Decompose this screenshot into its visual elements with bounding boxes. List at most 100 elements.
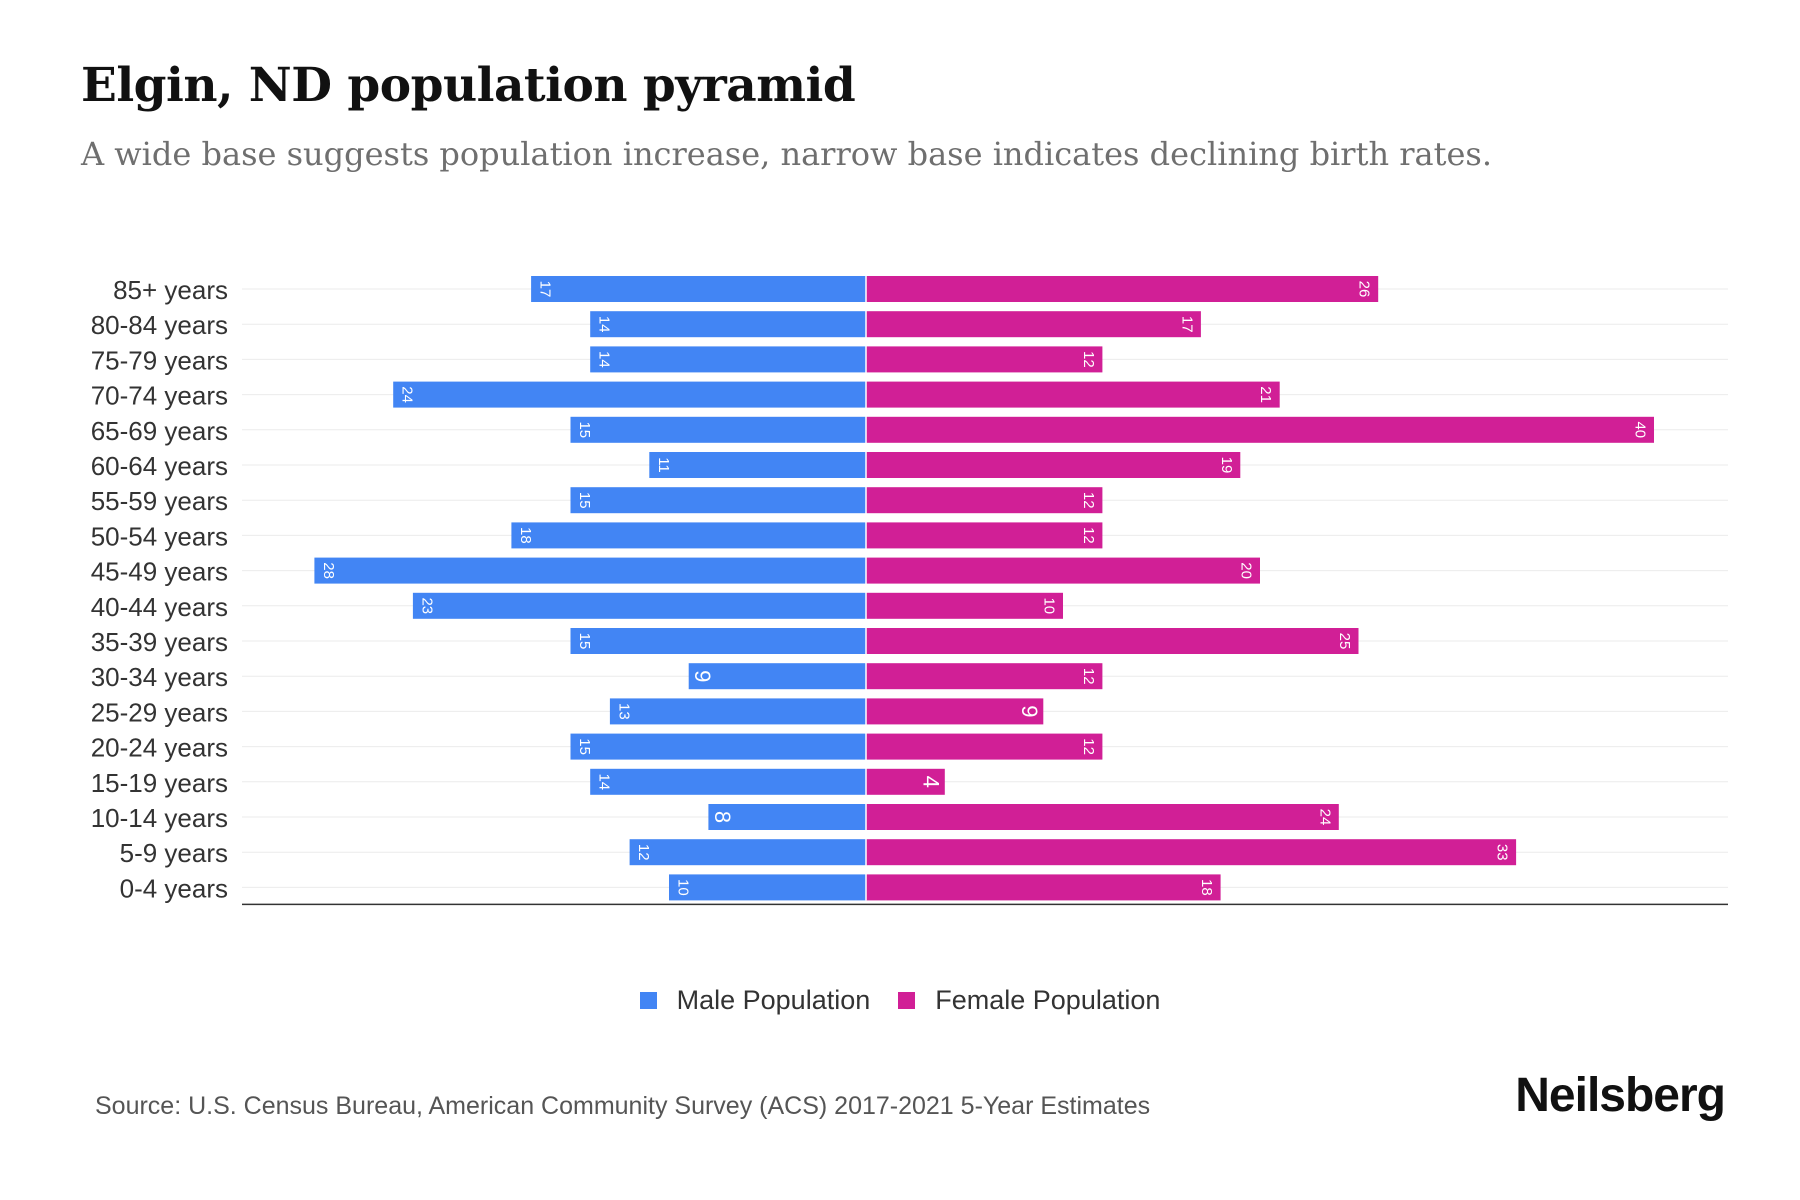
male-data-label: 18 xyxy=(517,527,534,544)
male-data-label: 24 xyxy=(399,386,416,403)
male-data-label: 23 xyxy=(418,597,435,614)
y-tick-label: 45-49 years xyxy=(91,557,228,587)
y-tick-label: 0-4 years xyxy=(120,873,228,903)
y-tick-label: 80-84 years xyxy=(91,310,228,340)
female-data-label: 20 xyxy=(1238,562,1255,579)
legend-label-male: Male Population xyxy=(676,985,871,1015)
female-data-label: 12 xyxy=(1080,351,1097,368)
chart-subtitle: A wide base suggests population increase… xyxy=(81,135,1492,173)
chart-title: Elgin, ND population pyramid xyxy=(81,58,856,113)
legend-swatch-female xyxy=(898,992,916,1009)
male-bar xyxy=(531,276,866,302)
female-bar xyxy=(866,276,1379,302)
source-note: Source: U.S. Census Bureau, American Com… xyxy=(95,1092,1151,1120)
male-data-label: 14 xyxy=(596,773,613,790)
female-data-label: 19 xyxy=(1218,457,1235,474)
female-bar xyxy=(866,487,1103,514)
male-data-label: 17 xyxy=(537,281,554,298)
female-data-label: 21 xyxy=(1257,386,1274,403)
male-data-label: 14 xyxy=(596,316,613,333)
male-data-label: 15 xyxy=(576,633,593,650)
female-data-label: 12 xyxy=(1080,492,1097,509)
male-data-label: 28 xyxy=(320,562,337,579)
male-data-label: 10 xyxy=(675,879,692,896)
female-data-label: 10 xyxy=(1041,597,1058,614)
y-tick-label: 10-14 years xyxy=(91,803,228,833)
female-data-label: 9 xyxy=(1017,705,1042,717)
y-tick-label: 85+ years xyxy=(113,275,228,305)
y-tick-label: 15-19 years xyxy=(91,768,228,798)
y-tick-label: 70-74 years xyxy=(91,381,228,411)
male-bar xyxy=(570,733,866,760)
y-tick-label: 55-59 years xyxy=(91,486,228,516)
female-bar xyxy=(866,628,1359,654)
male-bar xyxy=(511,522,866,549)
female-bar xyxy=(866,698,1044,725)
y-tick-label: 25-29 years xyxy=(91,697,228,727)
female-bar xyxy=(866,804,1339,830)
male-bar xyxy=(393,381,866,408)
female-bar xyxy=(866,381,1280,408)
female-data-label: 12 xyxy=(1080,668,1097,685)
female-data-label: 12 xyxy=(1080,738,1097,755)
male-data-label: 15 xyxy=(576,421,593,438)
male-data-label: 11 xyxy=(655,457,672,473)
y-tick-label: 5-9 years xyxy=(120,838,228,868)
female-bar xyxy=(866,663,1103,690)
male-bar xyxy=(412,592,866,619)
female-bar xyxy=(866,839,1517,866)
female-bar xyxy=(866,311,1201,338)
male-bar xyxy=(570,416,866,443)
female-bar xyxy=(866,768,945,795)
male-data-label: 15 xyxy=(576,738,593,755)
female-data-label: 26 xyxy=(1356,281,1373,298)
y-tick-label: 50-54 years xyxy=(91,521,228,551)
female-data-label: 25 xyxy=(1336,633,1353,650)
male-data-label: 12 xyxy=(635,844,652,861)
y-tick-label: 20-24 years xyxy=(91,733,228,763)
male-bar xyxy=(669,874,866,901)
female-data-label: 18 xyxy=(1198,879,1215,896)
male-bar xyxy=(590,311,866,338)
brand-logo: Neilsberg xyxy=(1515,1069,1726,1122)
male-bar xyxy=(649,452,866,478)
female-data-label: 40 xyxy=(1632,421,1649,438)
female-data-label: 12 xyxy=(1080,527,1097,544)
female-bar xyxy=(866,416,1654,443)
y-tick-label: 30-34 years xyxy=(91,662,228,692)
male-bar xyxy=(688,663,866,690)
y-tick-label: 35-39 years xyxy=(91,627,228,657)
male-data-label: 14 xyxy=(596,351,613,368)
female-bar xyxy=(866,874,1221,901)
population-pyramid-chart: 85+ years 17 26 80-84 years 14 17 75-79 years 1… xyxy=(91,275,1728,906)
y-tick-label: 65-69 years xyxy=(91,416,228,446)
female-bar xyxy=(866,346,1103,373)
female-data-label: 24 xyxy=(1316,809,1333,826)
male-bar xyxy=(708,804,866,830)
legend-item-female[interactable]: Female Population xyxy=(898,985,1160,1016)
female-data-label: 33 xyxy=(1494,844,1511,861)
female-data-label: 4 xyxy=(918,776,943,788)
male-bar xyxy=(570,628,866,654)
female-bar xyxy=(866,592,1063,619)
male-bar xyxy=(590,346,866,373)
male-bar xyxy=(570,487,866,514)
legend-label-female: Female Population xyxy=(935,985,1161,1015)
y-tick-label: 75-79 years xyxy=(91,345,228,375)
male-bar xyxy=(629,839,866,866)
male-data-label: 15 xyxy=(576,492,593,509)
legend-item-male[interactable]: Male Population xyxy=(639,985,871,1016)
chart-legend: Male Population Female Population xyxy=(0,985,1800,1016)
male-bar xyxy=(609,698,866,725)
male-data-label: 13 xyxy=(615,703,632,720)
male-data-label: 9 xyxy=(690,670,715,682)
female-bar xyxy=(866,733,1103,760)
male-bar xyxy=(314,557,866,584)
female-bar xyxy=(866,522,1103,549)
y-tick-label: 60-64 years xyxy=(91,451,228,481)
female-data-label: 17 xyxy=(1178,316,1195,333)
male-bar xyxy=(590,768,866,795)
legend-swatch-male xyxy=(639,992,657,1009)
male-data-label: 8 xyxy=(710,811,735,823)
female-bar xyxy=(866,452,1241,478)
